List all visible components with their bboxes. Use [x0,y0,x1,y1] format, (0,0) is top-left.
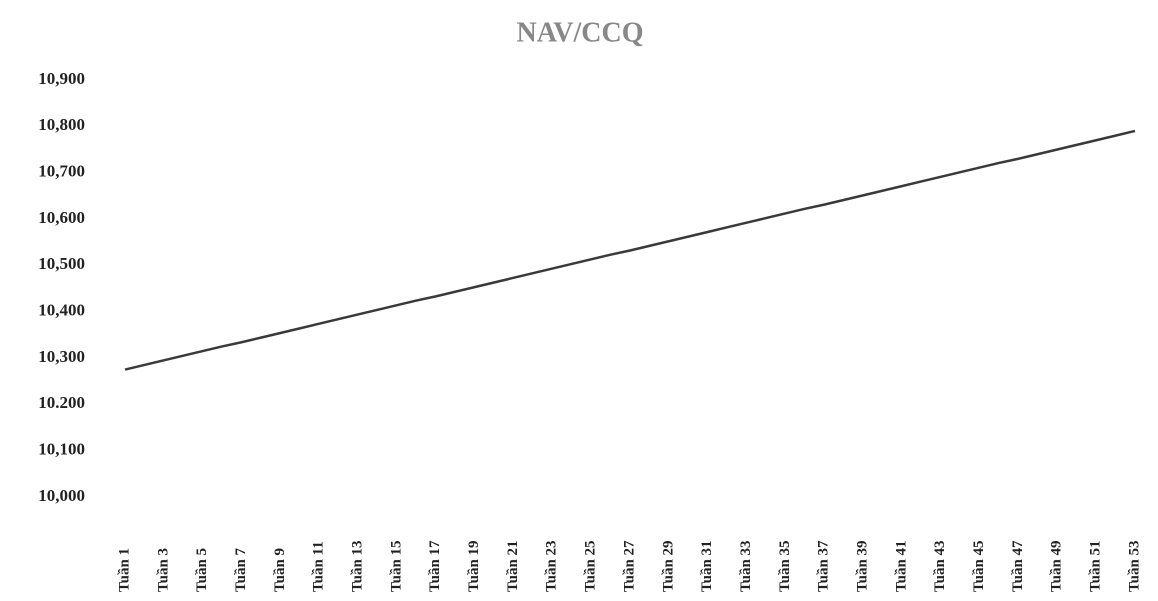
y-tick-label: 10,300 [38,347,85,366]
x-tick-label: Tuần 33 [738,540,754,592]
x-tick-label: Tuần 31 [699,540,715,592]
y-tick-label: 10,900 [38,69,85,88]
x-tick-label: Tuần 7 [233,547,249,592]
x-tick-label: Tuần 27 [621,540,637,592]
chart-title: NAV/CCQ [516,17,643,48]
y-tick-label: 10,700 [38,162,85,181]
x-tick-label: Tuần 23 [544,540,560,592]
x-tick-label: Tuần 43 [932,540,948,592]
x-tick-label: Tuần 47 [1010,540,1026,592]
x-tick-label: Tuần 17 [427,540,443,592]
line [124,129,1136,371]
x-tick-label: Tuần 11 [311,541,327,592]
x-tick-label: Tuần 19 [466,540,482,592]
y-tick-label: 10,800 [38,115,85,134]
x-tick-label: Tuần 37 [816,540,832,592]
x-tick-label: Tuần 9 [272,548,288,592]
x-tick-label: Tuần 41 [893,540,909,592]
x-tick-label: Tuần 3 [155,548,171,592]
x-tick-label: Tuần 51 [1088,540,1104,592]
x-tick-label: Tuần 35 [777,540,793,592]
x-tick-label: Tuần 15 [388,540,404,592]
x-tick-label: Tuần 25 [583,540,599,592]
x-tick-label: Tuần 53 [1126,540,1142,592]
x-tick-label: Tuần 45 [971,540,987,592]
y-tick-label: 10,100 [38,440,85,459]
x-tick-label: Tuần 29 [660,540,676,592]
x-tick-label: Tuần 13 [350,540,366,592]
x-tick-label: Tuần 39 [855,540,871,592]
x-tick-label: Tuần 49 [1049,540,1065,592]
y-tick-label: 10,400 [38,301,85,320]
x-tick-label: Tuần 1 [116,548,132,592]
y-tick-label: 10,600 [38,208,85,227]
x-tick-label: Tuần 21 [505,540,521,592]
y-tick-label: 10,000 [38,486,85,505]
x-tick-label: Tuần 5 [194,548,210,592]
y-tick-label: 10.200 [38,393,85,412]
y-tick-label: 10,500 [38,254,85,273]
